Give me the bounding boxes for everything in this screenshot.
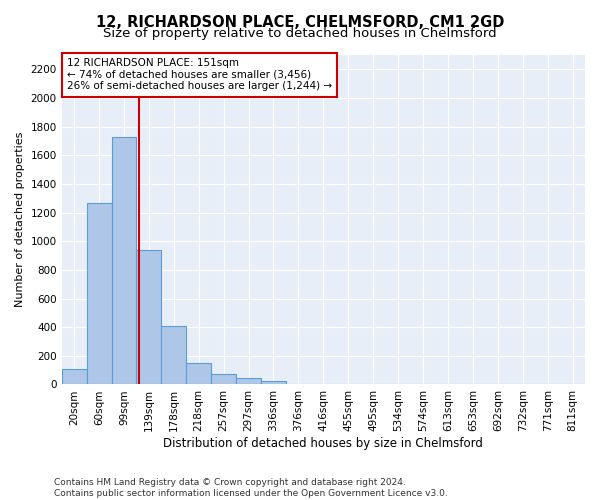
- Text: 12, RICHARDSON PLACE, CHELMSFORD, CM1 2GD: 12, RICHARDSON PLACE, CHELMSFORD, CM1 2G…: [96, 15, 504, 30]
- Bar: [112, 136, 136, 384]
- Text: Size of property relative to detached houses in Chelmsford: Size of property relative to detached ho…: [103, 28, 497, 40]
- Bar: [161, 326, 186, 384]
- Bar: [211, 374, 236, 384]
- Bar: [261, 381, 286, 384]
- Text: 12 RICHARDSON PLACE: 151sqm
← 74% of detached houses are smaller (3,456)
26% of : 12 RICHARDSON PLACE: 151sqm ← 74% of det…: [67, 58, 332, 92]
- Y-axis label: Number of detached properties: Number of detached properties: [15, 132, 25, 308]
- Bar: [136, 250, 161, 384]
- X-axis label: Distribution of detached houses by size in Chelmsford: Distribution of detached houses by size …: [163, 437, 483, 450]
- Bar: [86, 204, 112, 384]
- Bar: [62, 368, 86, 384]
- Text: Contains HM Land Registry data © Crown copyright and database right 2024.
Contai: Contains HM Land Registry data © Crown c…: [54, 478, 448, 498]
- Bar: [186, 363, 211, 384]
- Bar: [236, 378, 261, 384]
